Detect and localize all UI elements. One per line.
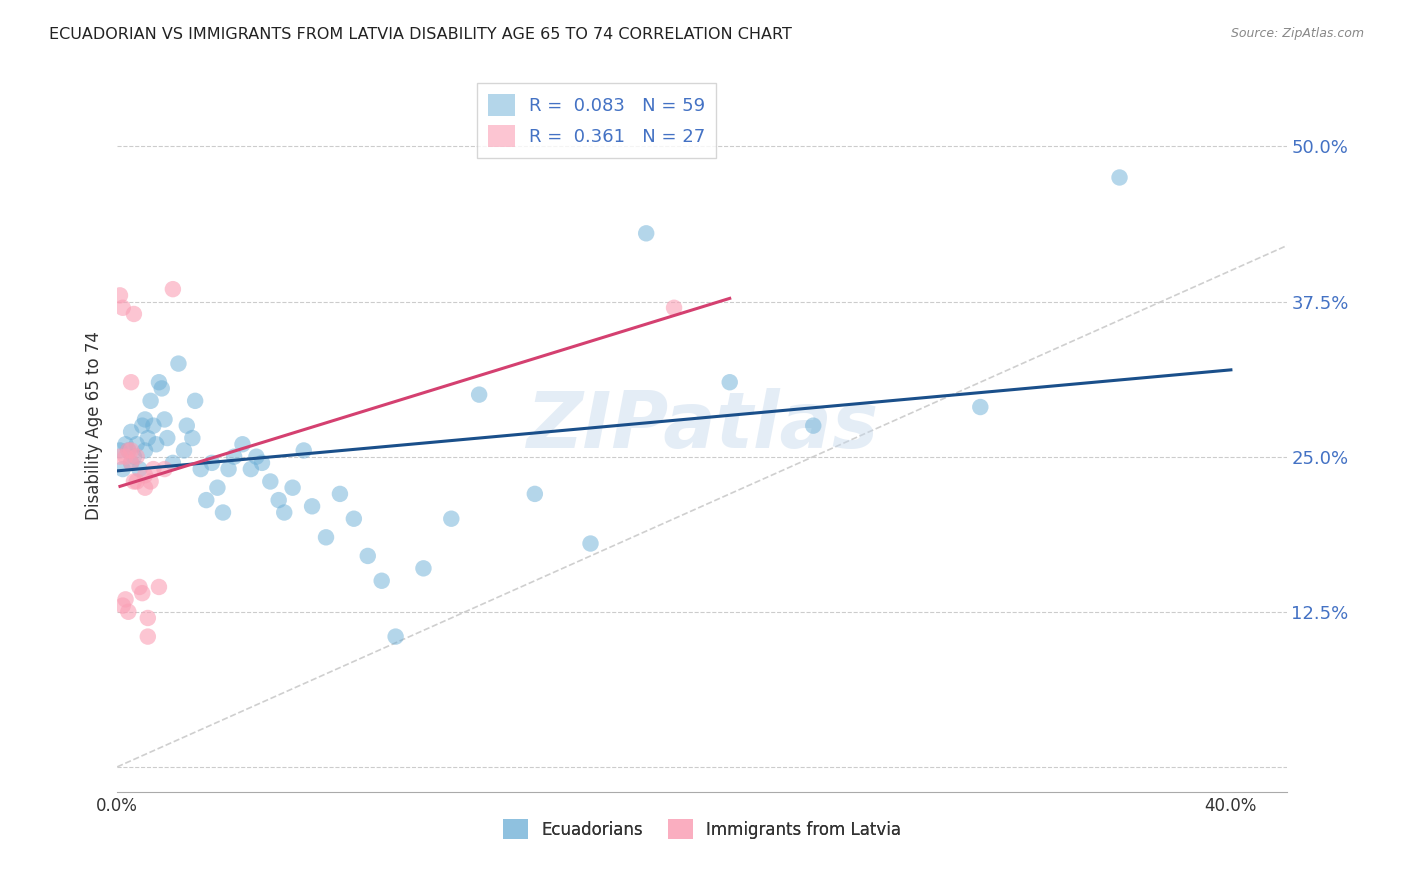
Point: [134, 468, 156, 483]
Point: [111, 301, 134, 315]
Point: [181, 431, 204, 445]
Point: [128, 462, 150, 476]
Point: [114, 437, 136, 451]
Point: [224, 450, 246, 464]
Point: [131, 586, 153, 600]
Point: [156, 431, 179, 445]
Point: [245, 450, 267, 464]
Point: [1108, 170, 1130, 185]
Point: [117, 443, 139, 458]
Point: [142, 462, 165, 476]
Point: [122, 307, 145, 321]
Point: [120, 425, 142, 439]
Point: [662, 301, 685, 315]
Point: [108, 443, 131, 458]
Point: [148, 580, 170, 594]
Point: [440, 512, 463, 526]
Legend: Ecuadorians, Immigrants from Latvia: Ecuadorians, Immigrants from Latvia: [492, 809, 911, 849]
Point: [122, 450, 145, 464]
Point: [136, 431, 159, 445]
Point: [153, 412, 176, 426]
Point: [120, 443, 142, 458]
Point: [120, 456, 142, 470]
Point: [579, 536, 602, 550]
Point: [128, 580, 150, 594]
Point: [212, 506, 235, 520]
Point: [120, 456, 142, 470]
Point: [136, 611, 159, 625]
Point: [329, 487, 352, 501]
Point: [357, 549, 380, 563]
Point: [162, 456, 184, 470]
Point: [117, 443, 139, 458]
Point: [125, 437, 148, 451]
Point: [412, 561, 434, 575]
Point: [111, 599, 134, 613]
Point: [117, 605, 139, 619]
Point: [231, 437, 253, 451]
Point: [150, 381, 173, 395]
Point: [167, 357, 190, 371]
Point: [523, 487, 546, 501]
Point: [145, 437, 167, 451]
Text: ZIPatlas: ZIPatlas: [526, 388, 877, 464]
Point: [142, 418, 165, 433]
Point: [108, 450, 131, 464]
Point: [122, 475, 145, 489]
Point: [176, 418, 198, 433]
Point: [139, 393, 162, 408]
Point: [201, 456, 224, 470]
Point: [153, 462, 176, 476]
Point: [250, 456, 273, 470]
Point: [134, 412, 156, 426]
Point: [273, 506, 295, 520]
Point: [108, 288, 131, 302]
Text: Source: ZipAtlas.com: Source: ZipAtlas.com: [1230, 27, 1364, 40]
Point: [131, 418, 153, 433]
Text: ECUADORIAN VS IMMIGRANTS FROM LATVIA DISABILITY AGE 65 TO 74 CORRELATION CHART: ECUADORIAN VS IMMIGRANTS FROM LATVIA DIS…: [49, 27, 792, 42]
Point: [120, 375, 142, 389]
Point: [114, 592, 136, 607]
Point: [134, 481, 156, 495]
Point: [384, 630, 406, 644]
Point: [173, 443, 195, 458]
Point: [136, 630, 159, 644]
Point: [969, 400, 991, 414]
Point: [343, 512, 366, 526]
Point: [195, 493, 218, 508]
Point: [125, 450, 148, 464]
Point: [267, 493, 290, 508]
Point: [281, 481, 304, 495]
Y-axis label: Disability Age 65 to 74: Disability Age 65 to 74: [86, 331, 103, 520]
Point: [636, 227, 658, 241]
Point: [184, 393, 207, 408]
Point: [259, 475, 281, 489]
Point: [301, 500, 323, 514]
Point: [111, 462, 134, 476]
Point: [315, 530, 337, 544]
Point: [139, 475, 162, 489]
Point: [114, 450, 136, 464]
Point: [292, 443, 315, 458]
Point: [207, 481, 229, 495]
Point: [162, 282, 184, 296]
Point: [801, 418, 824, 433]
Point: [718, 375, 741, 389]
Point: [468, 387, 491, 401]
Point: [218, 462, 240, 476]
Point: [148, 375, 170, 389]
Point: [370, 574, 392, 588]
Point: [190, 462, 212, 476]
Point: [134, 443, 156, 458]
Point: [125, 475, 148, 489]
Point: [239, 462, 262, 476]
